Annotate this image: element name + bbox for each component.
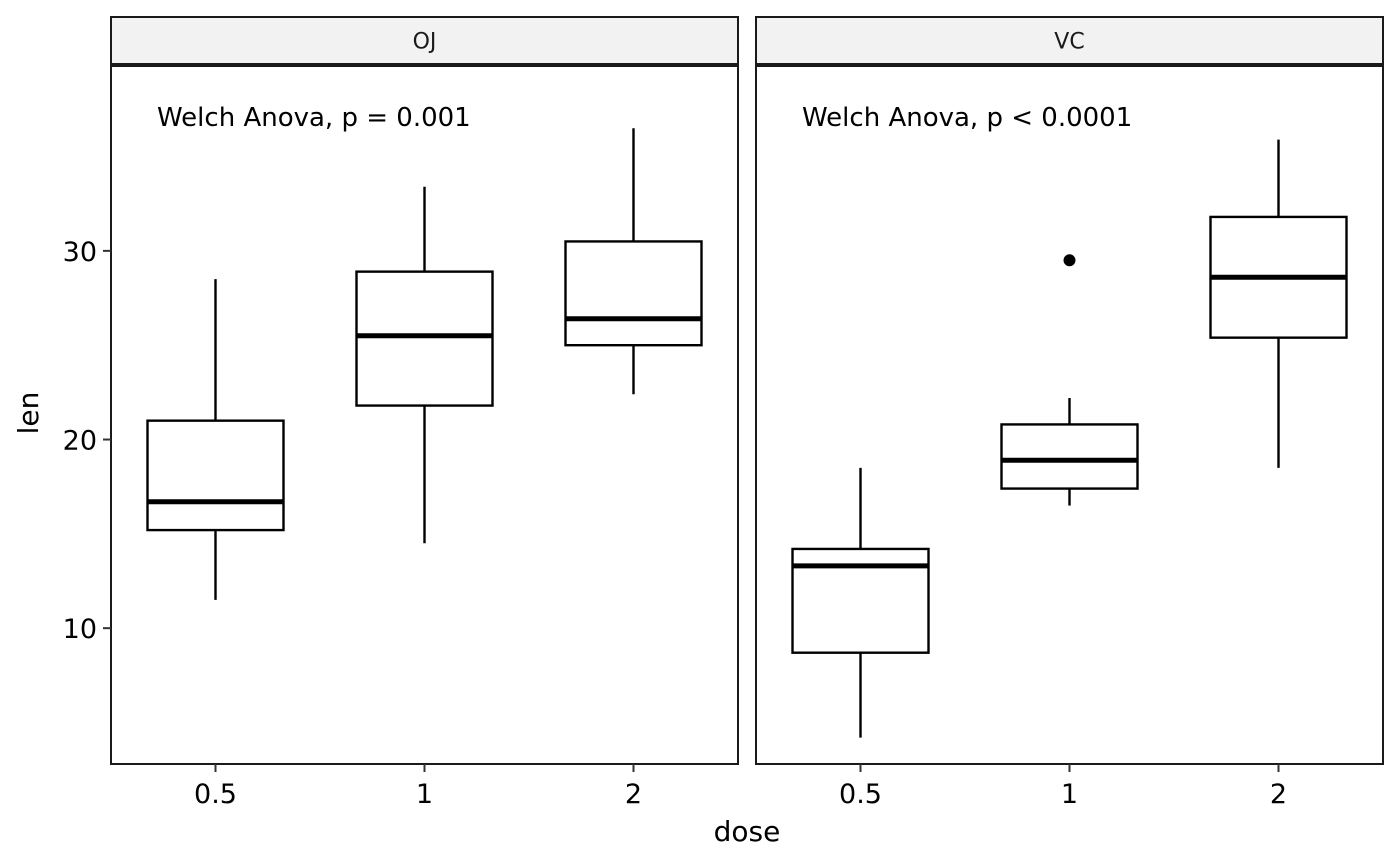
box-body <box>355 270 494 407</box>
anova-annotation: Welch Anova, p = 0.001 <box>157 103 471 133</box>
box-body <box>146 419 285 532</box>
strip-label: VC <box>1054 30 1084 55</box>
box-1 <box>1000 254 1139 506</box>
box-body <box>564 240 703 347</box>
box-2 <box>564 128 703 395</box>
x-tick-label: 0.5 <box>839 779 882 810</box>
y-axis-title: len <box>12 392 45 435</box>
strip-background <box>755 16 1384 65</box>
y-tick-label: 30 <box>63 237 97 268</box>
x-tick-label: 2 <box>625 779 642 810</box>
y-tick-label: 20 <box>63 426 97 457</box>
y-axis: 10 20 30 <box>63 237 111 645</box>
facet-panel-vc: VC Welch Anova, p < 0.0001 0.5 1 2 <box>755 16 1384 810</box>
box-0.5 <box>146 279 285 600</box>
box-2 <box>1209 139 1348 468</box>
x-tick-label: 1 <box>1061 779 1078 810</box>
strip-label: OJ <box>413 30 437 55</box>
x-axis-title: dose <box>714 815 781 848</box>
y-tick-label: 10 <box>63 614 97 645</box>
box-1 <box>355 186 494 544</box>
outlier-point <box>1063 254 1076 267</box>
facet-panels: OJ Welch Anova, p = 0.001 0.5 1 2 VC Welch Ano… <box>110 16 1384 810</box>
box-body <box>1000 423 1139 490</box>
strip-background <box>110 16 739 65</box>
x-tick-label: 0.5 <box>194 779 237 810</box>
x-tick-label: 2 <box>1270 779 1287 810</box>
x-tick-label: 1 <box>416 779 433 810</box>
box-0.5 <box>791 467 930 738</box>
anova-annotation: Welch Anova, p < 0.0001 <box>802 103 1132 133</box>
facet-panel-oj: OJ Welch Anova, p = 0.001 0.5 1 2 <box>110 16 739 810</box>
